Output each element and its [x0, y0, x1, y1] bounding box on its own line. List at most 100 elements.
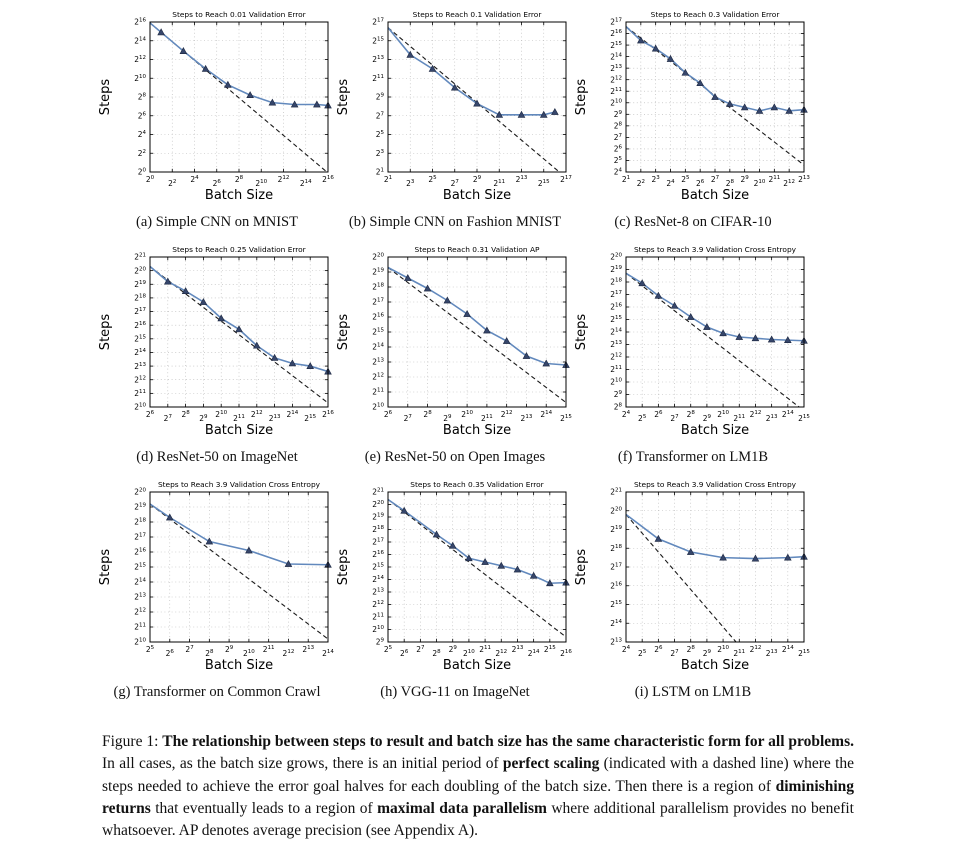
subplot-d: 26 27 28 29 210 211 212 213 214 215 216 210 211 212 21… [98, 243, 336, 466]
chart-h: 25 26 27 28 29 210 211 212 213 214 215 216 29 210 211 2… [336, 480, 572, 673]
svg-text:211: 211 [610, 87, 622, 96]
svg-text:Steps to Reach 3.9 Validation: Steps to Reach 3.9 Validation Cross Entr… [634, 245, 797, 254]
svg-text:Steps to Reach 0.3 Validation: Steps to Reach 0.3 Validation Error [651, 10, 781, 19]
svg-text:217: 217 [560, 175, 572, 184]
svg-text:215: 215 [372, 328, 384, 337]
svg-text:218: 218 [610, 544, 622, 553]
svg-text:29: 29 [703, 414, 712, 423]
svg-text:25: 25 [638, 649, 647, 658]
svg-text:217: 217 [372, 538, 384, 547]
subplot-caption-f: (f) Transformer on LM1B [617, 449, 769, 465]
subplot-caption-b: (b) Simple CNN on Fashion MNIST [348, 214, 562, 230]
svg-text:26: 26 [654, 645, 663, 654]
svg-text:211: 211 [233, 414, 245, 423]
svg-text:28: 28 [726, 179, 735, 188]
chart-d: 26 27 28 29 210 211 212 213 214 215 216 210 211 212 21… [98, 245, 334, 438]
svg-text:22: 22 [637, 179, 645, 188]
svg-text:214: 214 [782, 645, 794, 654]
svg-text:220: 220 [372, 253, 384, 262]
svg-text:25: 25 [428, 175, 437, 184]
svg-text:20: 20 [146, 175, 155, 184]
svg-text:25: 25 [681, 175, 690, 184]
svg-text:210: 210 [717, 645, 729, 654]
svg-text:217: 217 [372, 18, 384, 27]
svg-text:210: 210 [134, 74, 146, 83]
svg-text:221: 221 [372, 488, 384, 497]
svg-text:Batch Size: Batch Size [205, 423, 273, 438]
svg-text:211: 211 [733, 414, 745, 423]
svg-text:23: 23 [376, 149, 385, 158]
svg-text:213: 213 [610, 638, 622, 647]
svg-text:Batch Size: Batch Size [443, 188, 511, 203]
subplot-caption-c: (c) ResNet-8 on CIFAR-10 [614, 214, 772, 230]
svg-text:26: 26 [166, 649, 175, 658]
svg-text:27: 27 [404, 414, 413, 423]
svg-text:214: 214 [134, 348, 146, 357]
svg-text:219: 219 [610, 265, 622, 274]
svg-text:212: 212 [134, 55, 146, 64]
svg-text:29: 29 [741, 175, 750, 184]
svg-text:24: 24 [138, 130, 147, 139]
svg-text:212: 212 [372, 600, 384, 609]
svg-text:27: 27 [670, 414, 679, 423]
subplot-g: 25 26 27 28 29 210 211 212 213 214 210 211 212 213 214… [98, 478, 336, 701]
svg-text:26: 26 [384, 410, 393, 419]
svg-text:216: 216 [372, 313, 384, 322]
svg-text:26: 26 [614, 145, 623, 154]
subplot-e: 26 27 28 29 210 211 212 213 214 215 210 211 212 213 21… [336, 243, 574, 466]
svg-text:215: 215 [134, 563, 146, 572]
subplot-caption-g: (g) Transformer on Common Crawl [113, 684, 321, 700]
svg-text:Steps: Steps [98, 79, 113, 116]
svg-text:220: 220 [610, 506, 622, 515]
figure-grid: 20 22 24 26 28 210 212 214 216 20 22 24 26 28 210 212 21… [98, 8, 953, 713]
svg-text:21: 21 [622, 175, 630, 184]
svg-text:214: 214 [610, 52, 622, 61]
svg-text:26: 26 [146, 410, 155, 419]
chart-e: 26 27 28 29 210 211 212 213 214 215 210 211 212 213 21… [336, 245, 572, 438]
svg-text:29: 29 [449, 645, 458, 654]
svg-text:219: 219 [372, 268, 384, 277]
svg-text:23: 23 [652, 175, 661, 184]
svg-text:219: 219 [134, 503, 146, 512]
svg-text:217: 217 [134, 307, 146, 316]
svg-text:29: 29 [225, 645, 234, 654]
svg-text:28: 28 [423, 410, 432, 419]
svg-text:25: 25 [384, 645, 393, 654]
svg-text:213: 213 [372, 588, 384, 597]
svg-text:25: 25 [146, 645, 155, 654]
svg-text:216: 216 [610, 581, 622, 590]
svg-text:Batch Size: Batch Size [443, 658, 511, 673]
svg-text:Steps to Reach 0.01 Validation: Steps to Reach 0.01 Validation Error [172, 10, 306, 19]
svg-text:212: 212 [372, 373, 384, 382]
svg-text:215: 215 [610, 315, 622, 324]
svg-text:29: 29 [703, 649, 712, 658]
svg-text:24: 24 [622, 410, 631, 419]
svg-text:211: 211 [733, 649, 745, 658]
svg-text:Steps to Reach 0.31 Validation: Steps to Reach 0.31 Validation AP [415, 245, 540, 254]
svg-text:215: 215 [304, 414, 316, 423]
svg-text:Batch Size: Batch Size [443, 423, 511, 438]
svg-text:26: 26 [696, 179, 705, 188]
svg-text:214: 214 [782, 410, 794, 419]
svg-text:211: 211 [134, 623, 146, 632]
svg-text:26: 26 [400, 649, 409, 658]
chart-a: 20 22 24 26 28 210 212 214 216 20 22 24 26 28 210 212 21… [98, 10, 334, 203]
svg-text:213: 213 [521, 414, 533, 423]
svg-text:211: 211 [263, 645, 275, 654]
svg-text:218: 218 [134, 294, 146, 303]
svg-text:219: 219 [372, 513, 384, 522]
subplot-b: 21 23 25 27 29 211 213 215 217 21 23 25 27 29 211 213 21… [336, 8, 574, 231]
svg-text:24: 24 [190, 175, 199, 184]
svg-text:215: 215 [538, 179, 550, 188]
svg-text:211: 211 [479, 645, 491, 654]
svg-text:221: 221 [610, 488, 622, 497]
svg-text:217: 217 [610, 290, 622, 299]
svg-text:28: 28 [235, 175, 244, 184]
svg-text:210: 210 [255, 179, 267, 188]
svg-text:20: 20 [138, 168, 147, 177]
svg-text:Steps: Steps [336, 79, 351, 116]
svg-text:21: 21 [384, 175, 392, 184]
svg-text:Steps: Steps [336, 549, 351, 586]
svg-text:215: 215 [134, 335, 146, 344]
